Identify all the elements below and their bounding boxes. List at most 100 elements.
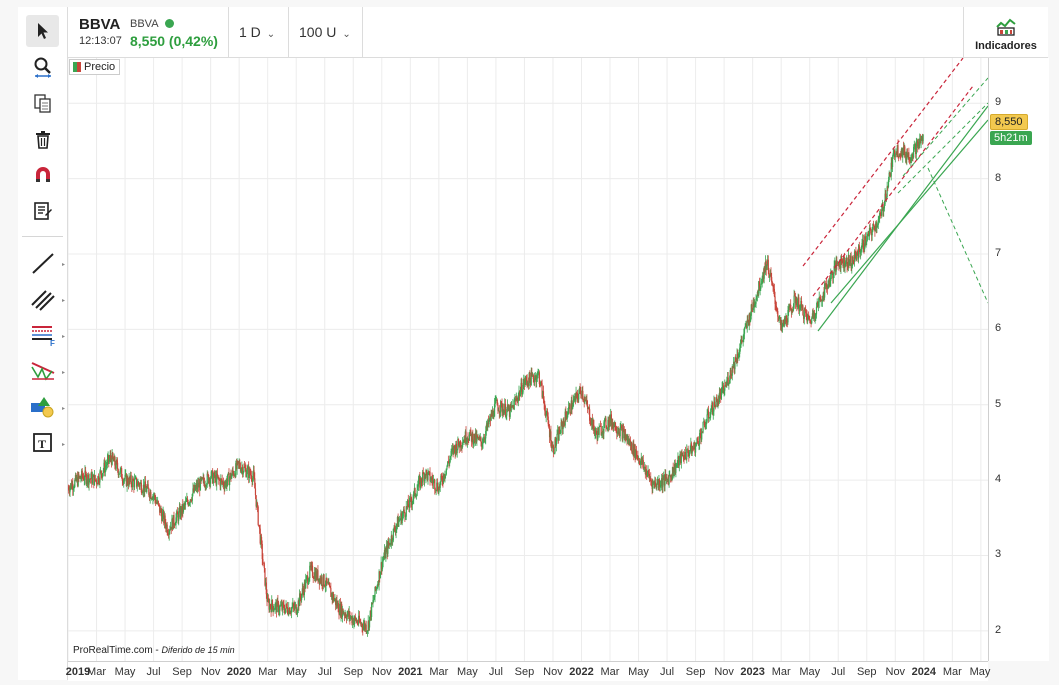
candle-body — [198, 482, 200, 488]
trash-icon[interactable] — [26, 124, 59, 156]
candle-body — [116, 460, 118, 463]
copy-icon[interactable] — [26, 88, 59, 120]
candle-body — [311, 565, 314, 577]
expand-caret-icon[interactable]: ▸ — [61, 262, 65, 268]
candle-body — [381, 562, 383, 570]
text-icon[interactable]: T ▸ — [26, 427, 65, 459]
candle-body — [648, 473, 651, 479]
candle-body — [870, 228, 872, 234]
candle-body — [803, 309, 805, 319]
candle-body — [843, 256, 845, 267]
candle-body — [494, 400, 496, 404]
candle-body — [573, 398, 575, 401]
candle-body — [790, 304, 792, 309]
candle-body — [754, 304, 756, 307]
candle-body — [493, 416, 495, 418]
legend-swatch — [73, 62, 81, 72]
candle-body — [708, 417, 710, 419]
candle-body — [829, 281, 831, 286]
candle-body — [353, 620, 355, 625]
candle-body — [913, 146, 915, 158]
candle-body — [141, 492, 143, 494]
timeframe-dropdown[interactable]: 1 D ⌄ — [239, 24, 275, 40]
candle-body — [703, 421, 706, 426]
candle-body — [658, 480, 660, 485]
candle-body — [296, 609, 299, 613]
candle-body — [855, 253, 858, 260]
candle-body — [630, 442, 632, 446]
expand-caret-icon[interactable]: ▸ — [61, 406, 65, 412]
candle-body — [521, 382, 523, 395]
candle-body — [646, 470, 648, 477]
candle-body — [200, 477, 202, 480]
candle-body — [533, 378, 535, 382]
candle-body — [777, 316, 780, 321]
parallel-lines-icon[interactable]: ▸ — [26, 283, 65, 315]
candle-body — [605, 418, 607, 428]
candle-body — [813, 312, 816, 319]
price-legend[interactable]: Precio — [69, 59, 121, 75]
candle-body — [637, 456, 639, 459]
candle-body — [634, 444, 636, 459]
candle-body — [417, 479, 420, 487]
indicators-button[interactable]: Indicadores — [963, 7, 1048, 57]
candle-body — [627, 438, 629, 440]
candle-body — [160, 508, 162, 513]
candle-body — [371, 603, 373, 604]
candle-body — [919, 138, 921, 146]
shapes-icon[interactable]: ▸ — [26, 391, 65, 423]
candle-body — [659, 485, 661, 488]
expand-caret-icon[interactable]: ▸ — [61, 334, 65, 340]
trendline-red-lower — [812, 85, 974, 297]
price-axis[interactable]: 2 3 4 5 6 7 8 9 — [988, 58, 1049, 661]
expand-caret-icon[interactable]: ▸ — [61, 298, 65, 304]
candle-body — [836, 260, 838, 264]
candle-body — [460, 446, 462, 448]
units-dropdown[interactable]: 100 U ⌄ — [299, 24, 351, 40]
chart-area[interactable] — [67, 57, 989, 661]
expand-caret-icon[interactable]: ▸ — [61, 442, 65, 448]
candle-body — [330, 588, 332, 597]
line-icon[interactable]: ▸ — [26, 247, 65, 279]
magnet-icon[interactable] — [26, 159, 59, 191]
zoom-icon[interactable] — [26, 52, 59, 84]
candle-body — [598, 427, 600, 435]
time-axis[interactable]: 2019 Mar May Jul Sep Nov 2020 Mar May Jul Sep Nov 20… — [66, 661, 990, 681]
header-divider — [362, 7, 363, 57]
candle-body — [815, 306, 818, 315]
candle-body — [463, 439, 465, 443]
candle-body — [639, 460, 642, 465]
candle-body — [790, 308, 792, 313]
candle-body — [201, 477, 203, 480]
candle-body — [421, 482, 423, 484]
candle-body — [305, 577, 308, 580]
candle-body — [304, 582, 306, 589]
candle-body — [335, 600, 337, 606]
candle-body — [917, 142, 919, 148]
cursor-icon[interactable] — [26, 15, 59, 47]
candle-body — [123, 480, 125, 484]
candle-body — [860, 249, 862, 252]
pattern-icon[interactable]: ▸ — [26, 355, 65, 387]
candle-body — [565, 415, 568, 419]
symbol-name[interactable]: BBVA — [79, 16, 121, 33]
candle-body — [68, 490, 70, 493]
candle-body — [727, 377, 729, 385]
candle-body — [777, 311, 779, 317]
candle-body — [87, 474, 89, 482]
candle-body — [199, 477, 202, 491]
candle-body — [660, 484, 662, 486]
candle-body — [114, 456, 116, 466]
list-icon[interactable] — [26, 195, 59, 227]
candle-body — [409, 497, 411, 499]
candle-body — [599, 425, 602, 427]
candle-body — [143, 484, 145, 493]
expand-caret-icon[interactable]: ▸ — [61, 370, 65, 376]
candle-body — [800, 301, 803, 308]
candle-body — [741, 339, 743, 341]
fibonacci-icon[interactable]: F ▸ — [26, 319, 65, 351]
candle-body — [365, 624, 367, 632]
candle-body — [91, 476, 94, 484]
candle-body — [900, 155, 902, 157]
candlestick-chart[interactable] — [67, 57, 989, 661]
